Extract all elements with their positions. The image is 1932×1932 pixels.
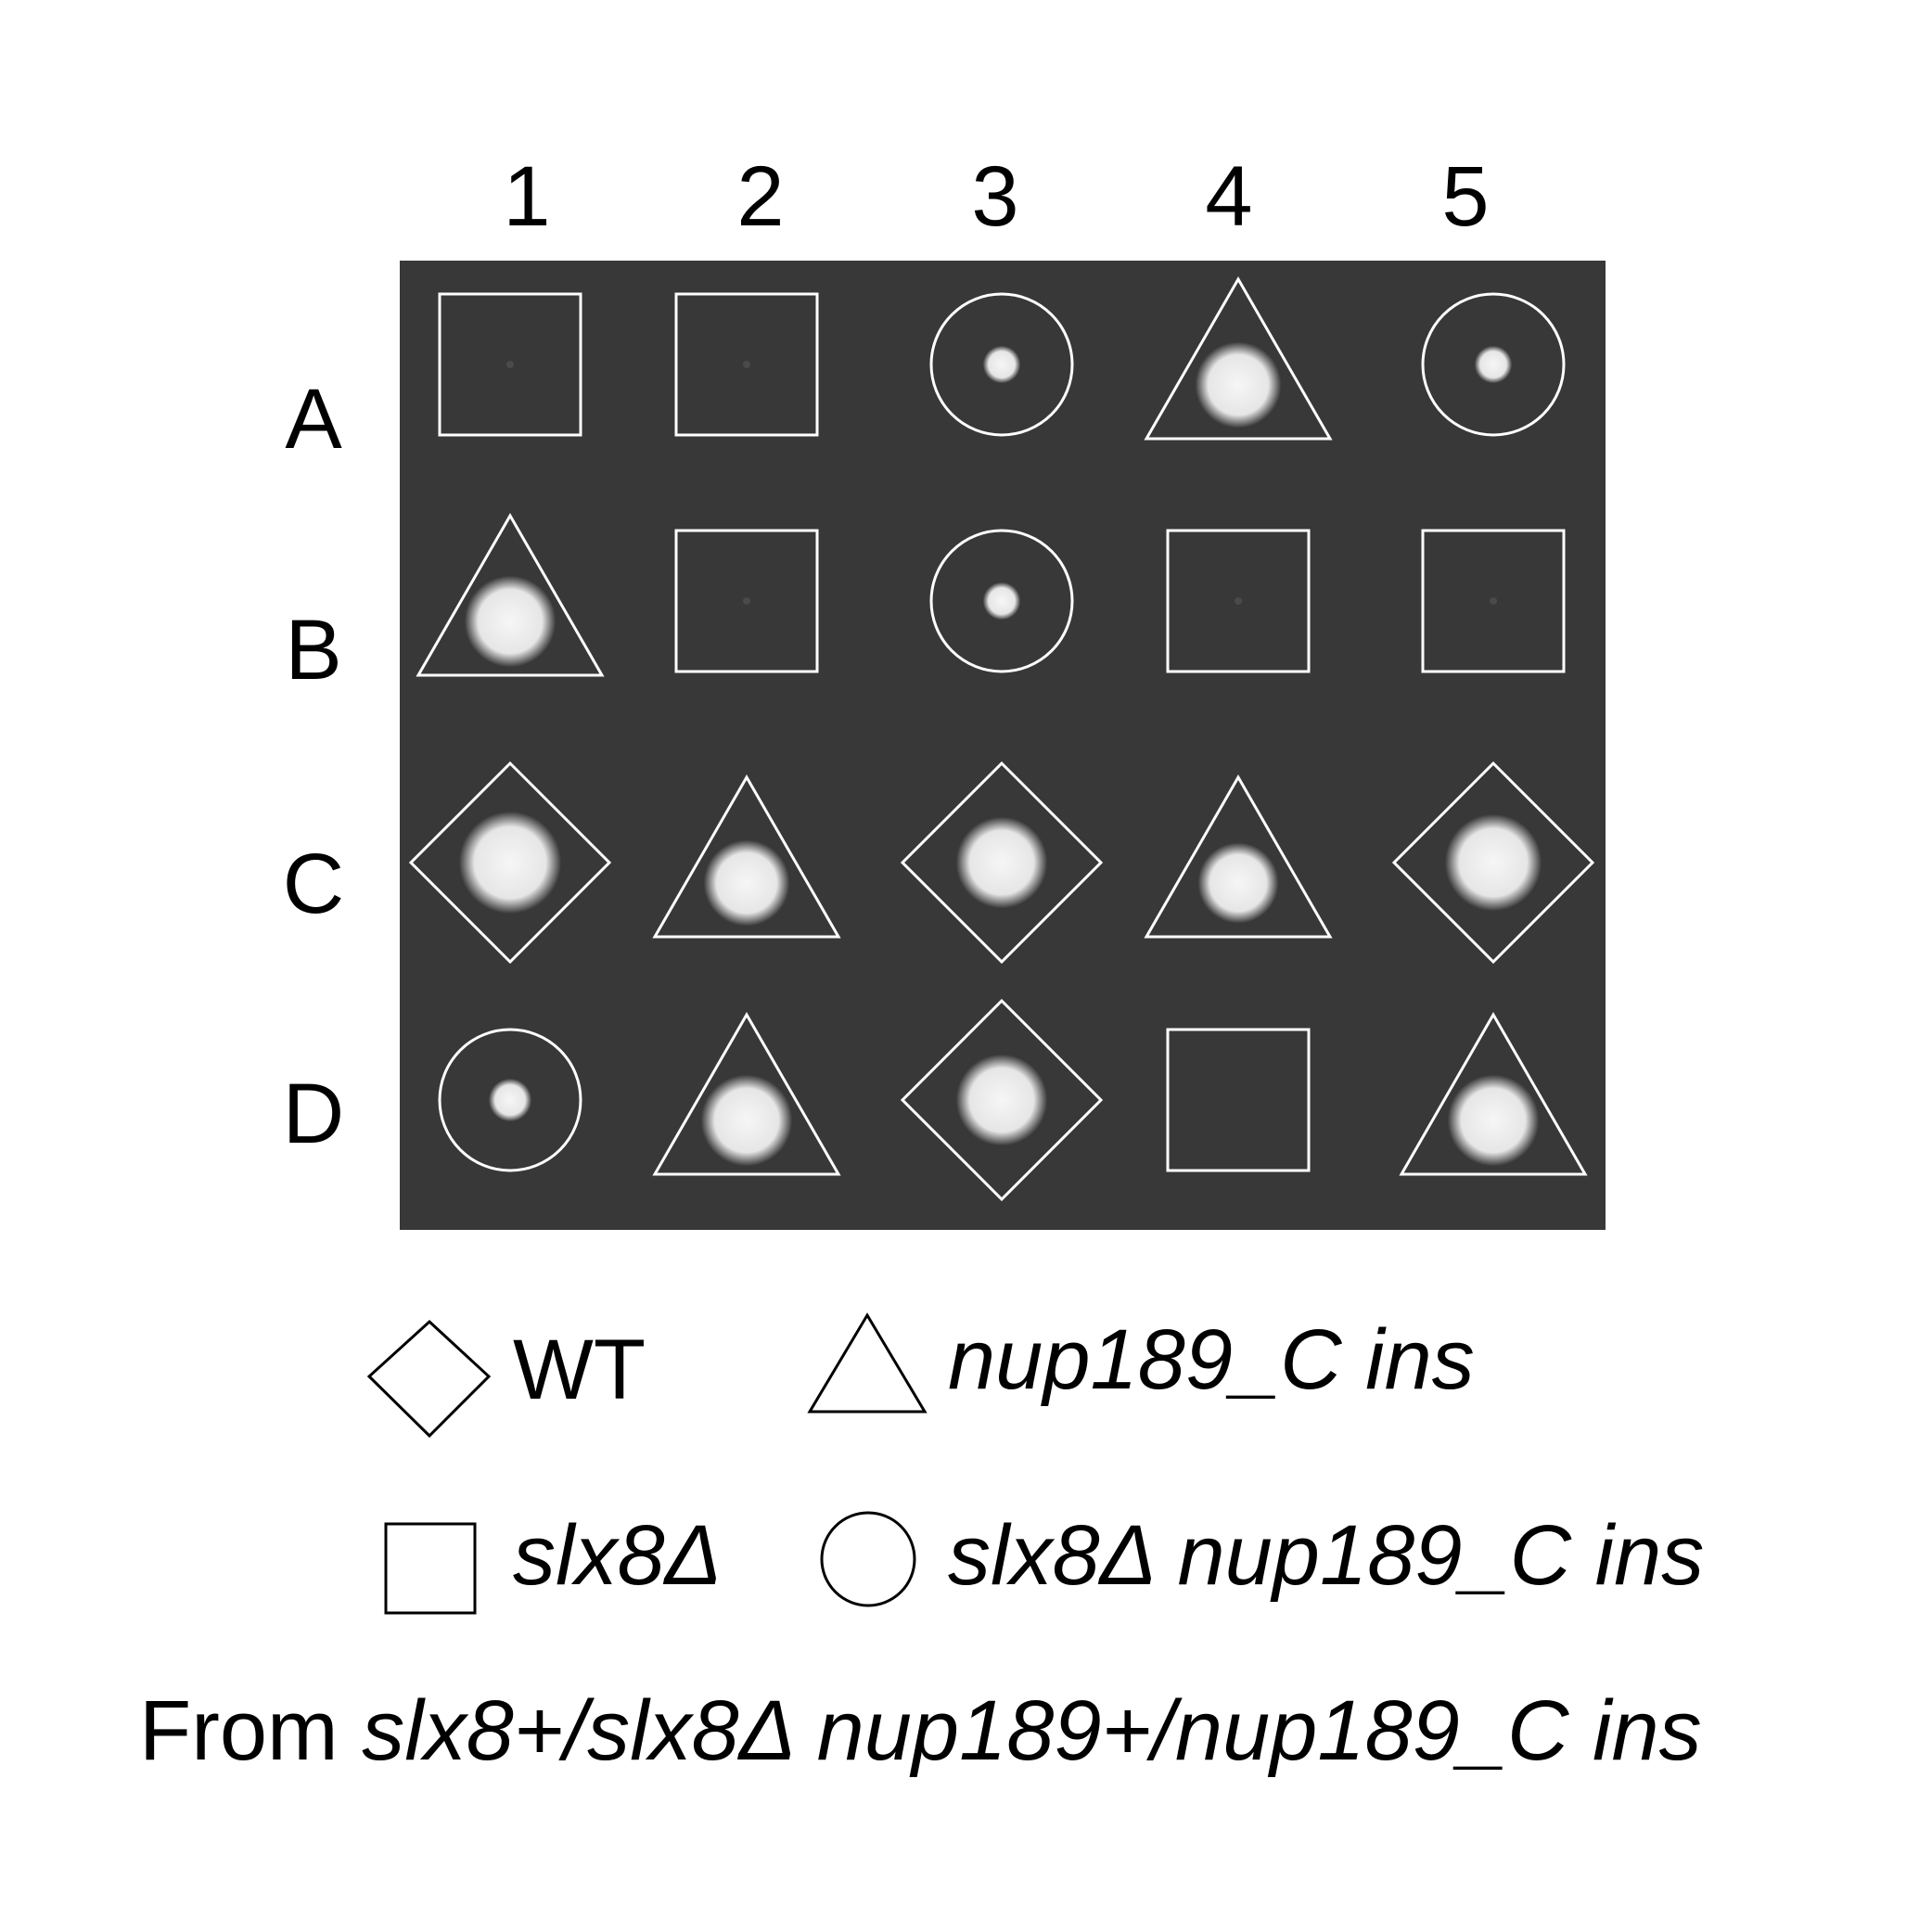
triangle-outline [652,1011,841,1176]
column-label: 3 [971,149,1018,244]
circle-icon [820,1511,916,1607]
diamond-outline [900,761,1104,965]
colony [488,1078,532,1122]
row-labels: A B C D [283,372,344,1161]
legend-wt-label: WT [513,1323,646,1417]
colony [458,811,562,915]
colony [743,361,750,368]
colony [1447,1074,1540,1167]
triangle-outline [1144,275,1333,441]
row-label: B [285,603,341,697]
colony [982,582,1021,621]
colony [506,361,514,368]
diamond-outline [900,998,1104,1202]
square-icon [384,1522,477,1615]
triangle-outline [652,774,841,939]
row-label: A [285,372,342,467]
column-label: 4 [1205,149,1252,244]
triangle-icon [807,1312,928,1414]
legend-nup-label: nup189_C ins [948,1312,1475,1407]
column-label: 5 [1441,149,1489,244]
colony [1235,597,1242,605]
circle-outline [929,529,1074,673]
circle-outline [1421,292,1566,437]
row-label: D [283,1067,344,1161]
colony [1197,842,1279,924]
column-labels: 1 2 3 4 5 [503,149,1489,244]
colony [703,839,790,927]
colony [955,1054,1048,1146]
colony [1195,341,1282,429]
caption-genotype: slx8+/slx8Δ nup189+/nup189_C ins [362,1683,1701,1778]
column-label: 1 [503,149,550,244]
column-label: 2 [736,149,784,244]
genotype-outlines [408,275,1595,1202]
circle-outline [929,292,1074,437]
caption-prefix: From [139,1683,362,1778]
colony [700,1074,793,1167]
circle-outline [438,1028,582,1172]
colony [1490,597,1497,605]
colony [1474,345,1513,384]
diamond-outline [1391,761,1595,965]
square-outline [1166,1028,1311,1172]
colony [1444,813,1542,912]
legend-double-label: slx8Δ nup189_C ins [948,1508,1704,1603]
diamond-outline [408,761,612,965]
triangle-outline [416,512,605,677]
square-outline [1421,529,1566,673]
colony [464,575,557,668]
square-outline [1166,529,1311,673]
colony [743,597,750,605]
row-label: C [283,837,344,931]
colonies [458,341,1542,1167]
colony [955,816,1048,909]
square-outline [674,529,819,673]
legend-slx8-label: slx8Δ [513,1508,722,1603]
figure-caption: From slx8+/slx8Δ nup189+/nup189_C ins [139,1683,1702,1778]
square-outline [438,292,582,437]
colony [982,345,1021,384]
square-outline [674,292,819,437]
triangle-outline [1144,774,1333,939]
triangle-outline [1399,1011,1588,1176]
legend: WT nup189_C ins slx8Δ slx8Δ nup189_C ins [366,1312,1704,1615]
diamond-icon [366,1319,492,1439]
